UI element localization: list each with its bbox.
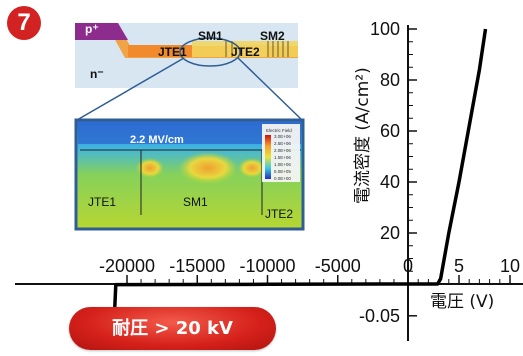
panel-number-badge: 7 (7, 6, 41, 40)
x-tick-label: 10 (500, 256, 520, 276)
x-tick-label: 5 (454, 256, 464, 276)
p-plus-region (75, 23, 128, 40)
y-tick-label: 20 (380, 223, 400, 243)
colorbar-tick-label: 0.0E+00 (274, 176, 291, 181)
field-hotspot (178, 152, 238, 184)
colorbar-tick-label: 3.0E+06 (274, 134, 291, 139)
y-tick-label: 60 (380, 121, 400, 141)
field-hotspot-3 (238, 158, 266, 178)
y-major-ticks (408, 28, 417, 317)
colorbar-title: Electric Field (266, 128, 292, 133)
breakdown-voltage-label: 耐圧 > 20 kV (69, 307, 276, 350)
jte1-label: JTE1 (158, 45, 187, 59)
x-tick-label: 0 (403, 256, 413, 276)
colorbar-tick-label: 5.0E+05 (274, 169, 291, 174)
x-tick-label: -5000 (315, 256, 361, 276)
sim-jte2-label: JTE2 (265, 207, 293, 221)
zoom-connector-left (76, 57, 185, 121)
device-structure-inset: p⁺ n⁻ JTE1 JTE2 SM1 SM2 (75, 22, 298, 88)
field-hotspot-2 (136, 158, 164, 178)
sim-jte1-label: JTE1 (88, 195, 116, 209)
jte2-label: JTE2 (231, 45, 260, 59)
series-reverse-curve (112, 282, 409, 316)
x-tick-label: -20000 (99, 256, 155, 276)
x-axis-title: 電圧 (V) (430, 292, 494, 312)
sm-stripes (225, 41, 289, 57)
surface-layer (78, 122, 301, 144)
y-tick-labels: -0.05 20 40 60 80 100 (359, 19, 400, 326)
x-tick-label: -10000 (239, 256, 295, 276)
field-simulation-inset: 2.2 MV/cm JTE1 SM1 JTE2 Electric Field 3… (74, 118, 305, 231)
x-tick-label: -15000 (169, 256, 225, 276)
colorbar-tick-label: 2.5E+06 (274, 141, 291, 146)
sm-band (192, 41, 298, 57)
y-tick-label: 100 (370, 19, 400, 39)
y-minor-ticks (408, 41, 413, 272)
y-tick-label: -0.05 (359, 306, 400, 326)
jte1-region (128, 45, 192, 57)
x-tick-labels: -20000 -15000 -10000 -5000 0 5 10 (99, 256, 520, 276)
y-tick-label: 40 (380, 172, 400, 192)
p-plus-label: p⁺ (85, 22, 99, 36)
sm2-label: SM2 (260, 29, 285, 43)
colorbar-tick-label: 2.0E+06 (274, 148, 291, 153)
colorbar-tick-labels: 3.0E+06 2.5E+06 2.0E+06 1.5E+06 1.0E+06 5.0E+… (274, 134, 291, 181)
sim-sm1-label: SM1 (183, 195, 208, 209)
n-minus-label: n⁻ (90, 67, 104, 81)
zoom-ellipse (179, 37, 241, 67)
colorbar (265, 135, 271, 179)
colorbar-tick-label: 1.0E+06 (274, 162, 291, 167)
field-value-label: 2.2 MV/cm (130, 134, 184, 146)
series-forward-curve (408, 28, 488, 286)
y-tick-label: 80 (380, 70, 400, 90)
colorbar-tick-label: 1.5E+06 (274, 155, 291, 160)
y-axis-title: 電流密度 (A/cm²) (353, 67, 373, 204)
sm1-label: SM1 (198, 29, 223, 43)
zoom-connector-right (237, 57, 303, 121)
